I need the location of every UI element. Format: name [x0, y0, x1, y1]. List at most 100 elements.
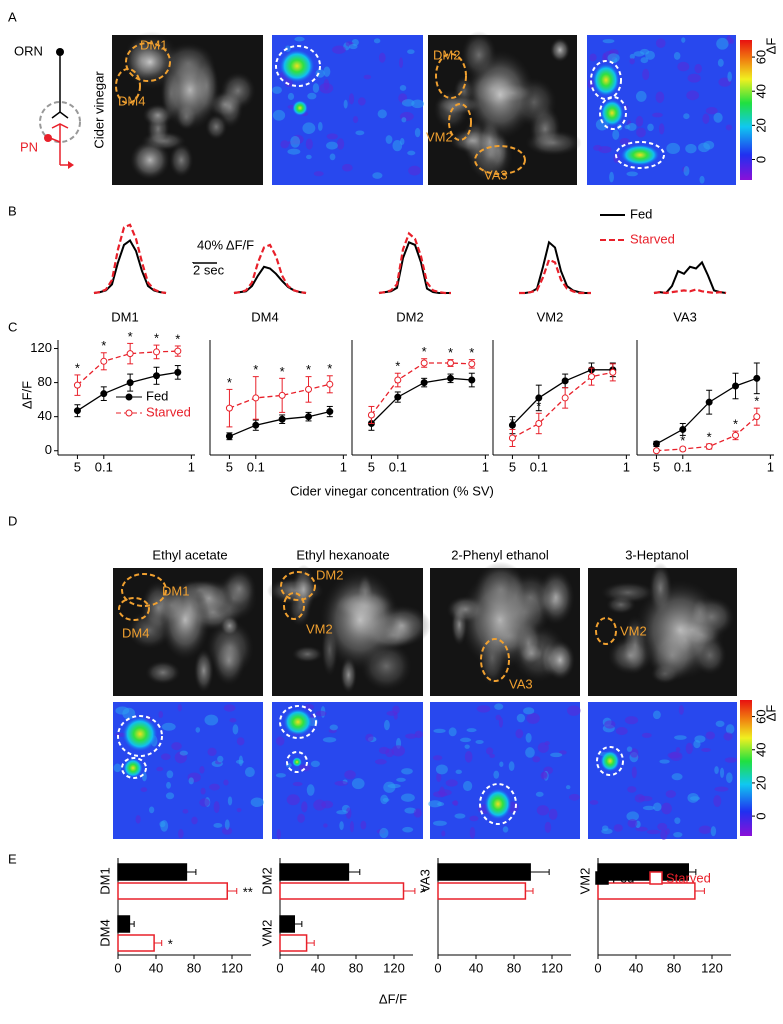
image-texture [454, 813, 466, 819]
significance: * [469, 345, 474, 360]
image-texture [221, 826, 233, 835]
image-texture [392, 705, 400, 714]
roi-label: DM2 [316, 567, 343, 582]
image-texture [437, 802, 445, 807]
image-texture [317, 121, 323, 131]
roi-outline [480, 638, 510, 682]
image-texture [303, 704, 315, 710]
image-texture [615, 727, 628, 736]
x-tick-label: 0 [594, 960, 601, 975]
colorbar [740, 40, 752, 180]
panel-label: D [8, 513, 17, 528]
data-point [100, 357, 108, 365]
y-axis-label: ΔF/F [19, 381, 34, 409]
roi-label: DM4 [122, 625, 149, 640]
colorbar-tick-label: 0 [753, 812, 768, 819]
image-texture [414, 127, 421, 138]
image-texture [161, 722, 176, 731]
image-texture [713, 795, 722, 807]
heat-spot [292, 757, 302, 767]
image-texture [379, 827, 389, 839]
colorbar-label: ΔF [763, 38, 778, 55]
data-point [174, 347, 182, 355]
image-texture [433, 728, 446, 734]
significance: * [280, 364, 285, 379]
image-texture [466, 728, 477, 733]
roi-label: VM2 [306, 621, 333, 636]
image-texture [636, 127, 646, 138]
category-label: DM2 [259, 867, 274, 894]
image-texture [204, 714, 219, 726]
data-point [468, 360, 476, 368]
image-texture [604, 720, 616, 729]
image-texture [343, 99, 348, 109]
image-texture [140, 787, 148, 793]
image-texture [469, 815, 479, 822]
image-texture [160, 50, 220, 130]
heat-spot [279, 49, 315, 83]
roi-outline [286, 751, 308, 773]
image-texture [363, 74, 372, 80]
image-texture [306, 154, 312, 160]
image-texture [160, 820, 169, 832]
glomerulus-label: DM2 [396, 309, 423, 324]
image-texture [685, 742, 693, 755]
image-texture [694, 63, 702, 74]
data-point [73, 381, 81, 389]
image-texture [200, 787, 206, 795]
roi-outline [595, 617, 617, 645]
x-axis-label: ΔF/F [379, 991, 407, 1006]
roi-label: VA3 [484, 167, 508, 182]
data-point [73, 407, 81, 415]
image-texture [683, 165, 690, 176]
significance: * [168, 936, 173, 951]
image-texture [179, 750, 188, 756]
image-texture [702, 113, 710, 124]
x-tick-label: 80 [187, 960, 201, 975]
image-texture [319, 82, 334, 94]
data-point [705, 442, 713, 450]
image-texture [396, 777, 406, 782]
roi-label: DM1 [140, 37, 167, 52]
x-tick-label: 1 [188, 459, 195, 474]
image-texture [307, 92, 317, 100]
panel-label: A [8, 9, 17, 24]
image-texture [348, 93, 355, 105]
image-texture [290, 135, 301, 148]
image-texture [305, 138, 313, 150]
data-point [305, 413, 313, 421]
image-texture [550, 38, 570, 62]
image-texture [567, 705, 581, 716]
image-texture [294, 36, 305, 42]
y-tick-label: 120 [30, 340, 52, 355]
image-texture [326, 141, 338, 150]
image-texture [451, 800, 458, 806]
colorbar [740, 700, 752, 836]
data-point [278, 415, 286, 423]
image-texture [217, 755, 224, 763]
legend-marker [125, 393, 133, 401]
roi-label: VA3 [509, 676, 533, 691]
schematic [39, 48, 81, 169]
scale-bar-label: 40% ΔF/F [197, 237, 254, 252]
data-point [753, 413, 761, 421]
image-texture [413, 808, 422, 818]
x-tick-label: 0.1 [530, 459, 548, 474]
legend-label: Fed [146, 388, 168, 403]
image-texture [213, 801, 220, 813]
roi-label: DM4 [118, 93, 145, 108]
image-texture [612, 129, 620, 140]
heat-spot [123, 758, 143, 778]
image-texture [655, 91, 665, 103]
significance: * [75, 360, 80, 375]
image-texture [349, 820, 354, 833]
roi-outline [125, 42, 171, 82]
x-tick-label: 1 [340, 459, 347, 474]
image-texture [141, 772, 147, 782]
image-texture [687, 792, 699, 803]
panel-label: B [8, 203, 17, 218]
image-texture [400, 793, 415, 802]
image-texture [698, 142, 711, 153]
image-texture [600, 581, 656, 604]
image-texture [291, 564, 316, 615]
